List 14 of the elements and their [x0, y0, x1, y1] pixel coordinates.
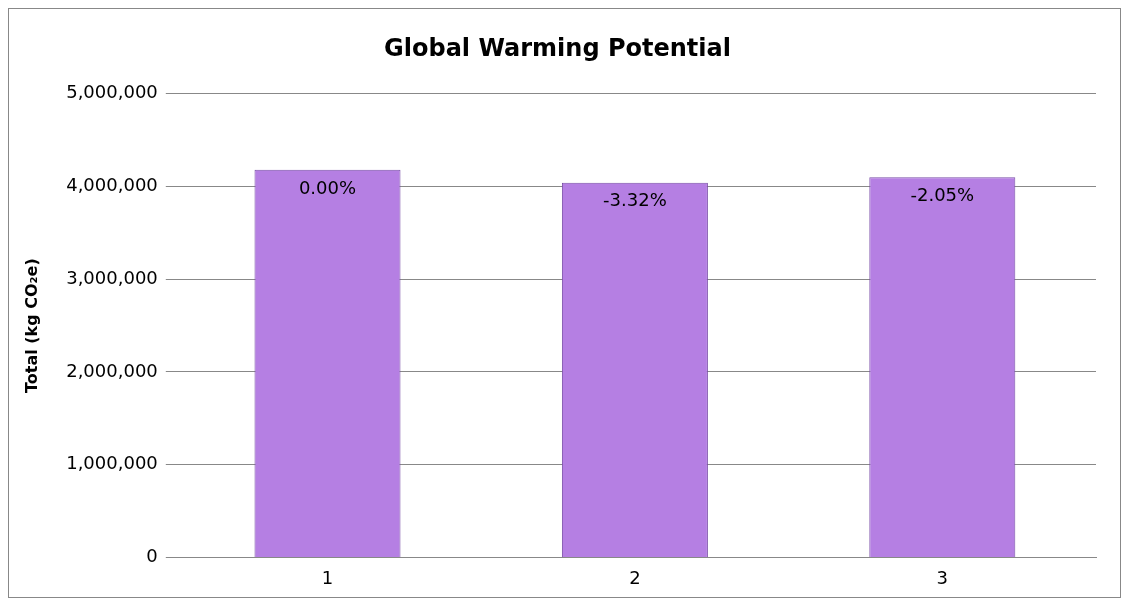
- x-tick-label: 3: [936, 566, 949, 588]
- annotation: -3.32%: [603, 189, 667, 211]
- y-tick-label: 0: [146, 545, 158, 567]
- annotation: 0.00%: [298, 176, 357, 198]
- x-tick-label: 2: [629, 566, 641, 588]
- y-tick-label: 5,000,000: [66, 81, 158, 103]
- y-tick-label: 2,000,000: [66, 359, 158, 381]
- y-tick-label: 4,000,000: [66, 174, 158, 196]
- x-tick-label: 1: [321, 566, 334, 588]
- annotation: -2.05%: [910, 183, 975, 205]
- y-axis-title: Total (kg CO₂e): [21, 258, 41, 393]
- y-tick-label: 1,000,000: [66, 452, 158, 474]
- chart-title: Global Warming Potential: [384, 33, 731, 62]
- y-tick-label: 3,000,000: [66, 266, 158, 288]
